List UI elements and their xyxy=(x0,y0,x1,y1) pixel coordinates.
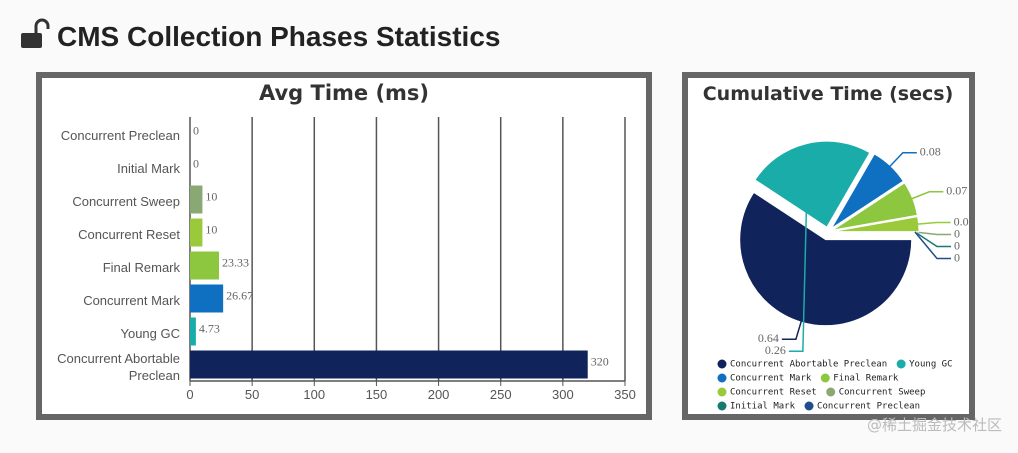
legend-swatch xyxy=(804,401,814,411)
legend-label: Final Remark xyxy=(833,374,899,384)
legend-swatch xyxy=(826,387,836,397)
leader-line xyxy=(914,231,951,260)
leader-line xyxy=(914,221,951,226)
value-label: 0 xyxy=(954,238,960,252)
x-tick-label: 350 xyxy=(614,387,636,402)
x-tick-label: 100 xyxy=(303,387,325,402)
value-label: 320 xyxy=(591,354,609,368)
legend-label: Concurrent Abortable Preclean xyxy=(730,360,887,370)
value-label: 0 xyxy=(954,226,960,240)
chart-title: Avg Time (ms) xyxy=(259,81,429,105)
value-label: 0.08 xyxy=(920,144,941,158)
legend-swatch xyxy=(896,359,906,369)
x-tick-label: 300 xyxy=(552,387,574,402)
legend-swatch xyxy=(717,401,727,411)
value-label: 0 xyxy=(954,250,960,264)
y-tick-label: Concurrent Preclean xyxy=(60,128,180,143)
y-tick-label: Initial Mark xyxy=(117,161,180,176)
legend-swatch xyxy=(820,373,830,383)
value-label: 0 xyxy=(193,156,199,170)
y-tick-label: Concurrent Reset xyxy=(78,227,180,242)
chart-title: Cumulative Time (secs) xyxy=(703,83,954,105)
y-tick-label: Final Remark xyxy=(102,260,180,275)
value-label: 0.64 xyxy=(758,331,779,345)
value-label: 0 xyxy=(193,123,199,137)
legend-swatch xyxy=(717,359,727,369)
x-tick-label: 0 xyxy=(186,387,193,402)
value-label: 0.03 xyxy=(954,214,975,228)
value-label: 26.67 xyxy=(226,288,253,302)
legend-label: Concurrent Preclean xyxy=(817,402,920,412)
watermark: @稀土掘金技术社区 xyxy=(867,416,1002,434)
x-tick-label: 250 xyxy=(490,387,512,402)
lock-icon xyxy=(21,18,50,48)
legend-label: Concurrent Mark xyxy=(730,374,812,384)
x-tick-label: 50 xyxy=(245,387,259,402)
leader-line xyxy=(914,231,951,236)
value-label: 0.07 xyxy=(946,184,967,198)
page-title: CMS Collection Phases Statistics xyxy=(57,21,500,52)
y-tick-label: Concurrent Mark xyxy=(83,293,180,308)
bar xyxy=(190,284,224,313)
x-tick-label: 150 xyxy=(366,387,388,402)
bar xyxy=(190,218,203,247)
legend-label: Initial Mark xyxy=(730,402,796,412)
y-tick-label: Concurrent Sweep xyxy=(72,194,180,209)
pie-slice xyxy=(754,140,871,228)
value-label: 10 xyxy=(205,222,217,236)
leader-line xyxy=(887,151,917,170)
value-label: 23.33 xyxy=(222,255,249,269)
leader-line xyxy=(914,231,951,248)
legend-label: Young GC xyxy=(909,360,952,370)
bar xyxy=(190,251,219,280)
legend-swatch xyxy=(717,373,727,383)
bar xyxy=(190,350,588,379)
legend-label: Concurrent Sweep xyxy=(839,388,926,398)
leader-line xyxy=(781,318,803,341)
value-label: 10 xyxy=(205,189,217,203)
bar xyxy=(190,185,203,214)
value-label: 0.26 xyxy=(765,343,786,357)
legend-swatch xyxy=(717,387,727,397)
y-tick-label: Young GC xyxy=(120,326,180,341)
legend-label: Concurrent Reset xyxy=(730,388,817,398)
leader-line xyxy=(788,147,809,353)
value-label: 4.73 xyxy=(199,321,220,335)
leader-line xyxy=(908,191,944,201)
y-tick-label: Concurrent Abortable Preclean xyxy=(57,350,180,383)
x-tick-label: 200 xyxy=(428,387,450,402)
bar xyxy=(190,317,196,346)
